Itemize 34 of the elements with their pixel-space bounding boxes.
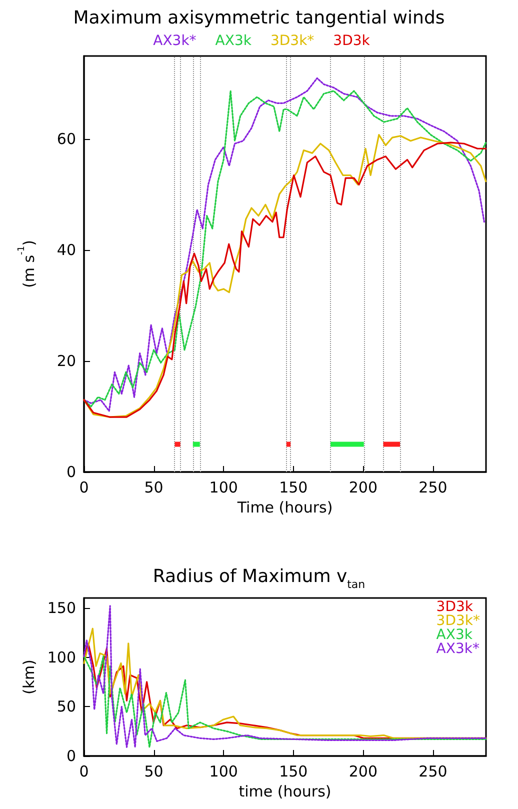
text: AX3k	[215, 33, 252, 49]
x-tick-label: 50	[144, 478, 164, 496]
text: 3D3k*	[436, 613, 480, 629]
x-axis-title: time (hours)	[238, 782, 332, 800]
x-tick-label: 150	[279, 478, 308, 496]
y-axis-title: (km)	[20, 659, 38, 695]
text: 3D3k	[333, 33, 371, 49]
x-tick-label: 0	[79, 478, 89, 496]
y-tick-label: 150	[47, 598, 76, 617]
chart-title: Maximum axisymmetric tangential winds	[73, 8, 445, 28]
x-tick-label: 250	[418, 762, 448, 780]
y-axis-title: (m s-1)	[17, 240, 38, 288]
text: AX3k	[436, 627, 474, 643]
y-tick-label: 60	[56, 130, 76, 148]
x-tick-label: 200	[348, 762, 378, 780]
y-tick-label: 0	[66, 463, 76, 481]
text: 3D3k	[436, 599, 474, 615]
x-axis-title: Time (hours)	[236, 498, 333, 516]
x-tick-label: 200	[348, 478, 378, 496]
y-tick-label: 0	[66, 747, 76, 765]
line-series	[83, 655, 487, 748]
x-tick-label: 150	[279, 762, 308, 780]
y-tick-label: 20	[56, 352, 76, 370]
text: 3D3k*	[270, 33, 314, 49]
x-tick-label: 250	[418, 478, 448, 496]
y-tick-label: 50	[56, 698, 76, 716]
x-tick-label: 50	[144, 762, 164, 780]
y-tick-label: 40	[56, 241, 76, 260]
x-tick-label: 100	[209, 762, 238, 780]
x-tick-label: 100	[209, 478, 238, 496]
x-tick-label: 0	[79, 762, 89, 780]
text: AX3k*	[153, 33, 196, 49]
text: AX3k*	[436, 641, 480, 657]
y-tick-label: 100	[47, 648, 76, 666]
